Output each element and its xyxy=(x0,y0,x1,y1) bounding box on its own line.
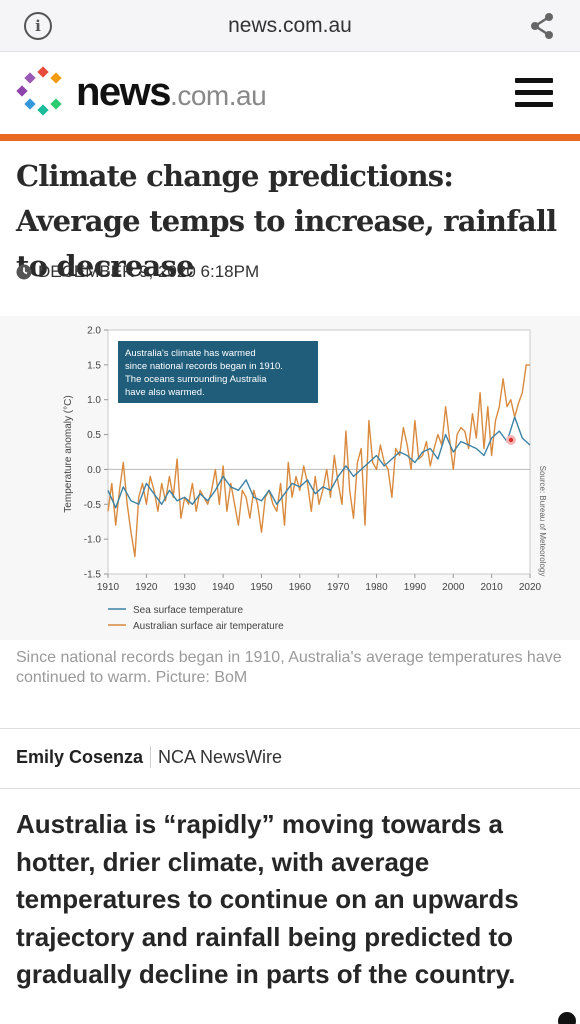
y-tick-label: 0.5 xyxy=(87,430,101,441)
address-url[interactable]: news.com.au xyxy=(228,14,352,37)
article-headline: Climate change predictions: Average temp… xyxy=(16,159,557,283)
divider-top xyxy=(0,728,580,729)
x-tick-label: 1970 xyxy=(327,582,350,593)
article-dateline: DECEMBER 9, 2020 6:18PM xyxy=(16,262,259,282)
news-source: NCA NewsWire xyxy=(158,746,283,767)
header-accent-rule xyxy=(0,134,580,141)
info-icon[interactable]: i xyxy=(24,12,52,40)
chart-source-note: Source: Bureau of Meteorology xyxy=(538,466,547,577)
x-tick-label: 1980 xyxy=(365,582,388,593)
chart-legend: Sea surface temperature Australian surfa… xyxy=(108,605,284,632)
annotation-line-2: since national records began in 1910. xyxy=(125,361,283,372)
browser-url-bar: i news.com.au xyxy=(0,0,580,52)
x-tick-label: 2010 xyxy=(481,582,504,593)
article-lead-paragraph: Australia is “rapidly” moving towards a … xyxy=(16,809,519,989)
byline: Emily Cosenza NCA NewsWire xyxy=(16,746,282,768)
y-tick-label: 0.0 xyxy=(87,465,101,476)
article-figure[interactable]: 2.0 1.5 1.0 0.5 0.0 -0.5 -1.0 -1.5 1910 1920 1930… xyxy=(0,316,580,640)
y-tick-label: 1.0 xyxy=(87,395,101,406)
clock-icon xyxy=(16,264,32,280)
x-tick-label: 1940 xyxy=(212,582,235,593)
temperature-anomaly-chart: 2.0 1.5 1.0 0.5 0.0 -0.5 -1.0 -1.5 1910 1920 1930… xyxy=(0,316,580,640)
annotation-line-4: have also warmed. xyxy=(125,387,205,398)
annotation-line-1: Australia's climate has warmed xyxy=(125,348,256,359)
x-tick-label: 1950 xyxy=(250,582,273,593)
x-tick-label: 1930 xyxy=(174,582,197,593)
y-tick-label: -1.5 xyxy=(84,570,102,581)
chart-annotation-box: Australia's climate has warmed since nat… xyxy=(118,341,318,403)
x-tick-label: 2020 xyxy=(519,582,542,593)
site-header: news.com.au xyxy=(0,52,580,136)
y-tick-label: 2.0 xyxy=(87,326,101,337)
highlight-dot-center xyxy=(508,437,514,443)
x-tick-label: 1910 xyxy=(97,582,120,593)
series-line-air-temperature xyxy=(107,364,530,558)
legend-sea-surface: Sea surface temperature xyxy=(133,605,243,616)
share-icon[interactable] xyxy=(528,12,556,40)
x-tick-label: 1920 xyxy=(135,582,158,593)
news-logo-icon[interactable] xyxy=(14,66,72,124)
legend-air-temperature: Australian surface air temperature xyxy=(133,621,284,632)
annotation-line-3: The oceans surrounding Australia xyxy=(125,374,267,385)
x-tick-label: 1960 xyxy=(289,582,312,593)
y-axis-label: Temperature anomaly (°C) xyxy=(63,395,74,512)
author-name[interactable]: Emily Cosenza xyxy=(16,746,144,767)
x-tick-label: 2000 xyxy=(442,582,465,593)
y-tick-label: 1.5 xyxy=(87,360,101,371)
series-line-sea-surface xyxy=(107,416,531,509)
news-logo-wordmark[interactable]: news.com.au xyxy=(76,70,267,115)
y-tick-label: -0.5 xyxy=(84,500,102,511)
y-tick-label: -1.0 xyxy=(84,535,102,546)
article-date: DECEMBER 9, 2020 6:18PM xyxy=(38,262,260,281)
figure-caption: Since national records began in 1910, Au… xyxy=(16,649,562,686)
scroll-indicator[interactable] xyxy=(558,1012,576,1024)
hamburger-menu-icon[interactable] xyxy=(515,78,553,108)
x-tick-label: 1990 xyxy=(404,582,427,593)
byline-separator xyxy=(150,746,152,768)
logo-domain: .com.au xyxy=(170,80,267,111)
logo-word: news xyxy=(76,70,172,114)
divider-bottom xyxy=(0,788,580,789)
